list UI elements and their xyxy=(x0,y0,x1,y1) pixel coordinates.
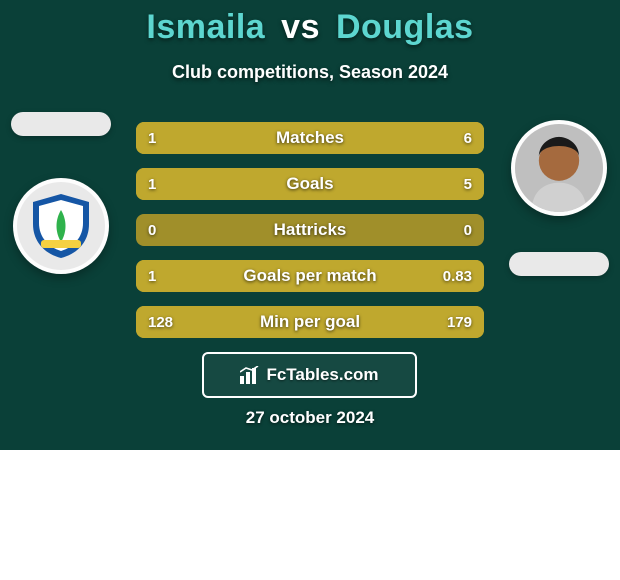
stat-row: 128179Min per goal xyxy=(136,306,484,338)
title-right-name: Douglas xyxy=(336,8,474,46)
stat-label: Min per goal xyxy=(136,312,484,332)
stat-label: Matches xyxy=(136,128,484,148)
attribution-text: FcTables.com xyxy=(266,365,378,385)
avatar-right xyxy=(511,120,607,216)
attribution-badge[interactable]: FcTables.com xyxy=(202,352,417,398)
stat-row: 00Hattricks xyxy=(136,214,484,246)
stat-row: 15Goals xyxy=(136,168,484,200)
person-icon xyxy=(515,120,603,216)
title-vs: vs xyxy=(281,8,320,46)
stat-bars: 16Matches 15Goals 00Hattricks 10.83Goals pe… xyxy=(136,122,484,338)
stat-row: 16Matches xyxy=(136,122,484,154)
stat-row: 10.83Goals per match xyxy=(136,260,484,292)
player-left-name-pill xyxy=(11,112,111,136)
shield-icon xyxy=(25,190,97,262)
player-right-panel xyxy=(504,120,614,276)
stat-label: Goals xyxy=(136,174,484,194)
bar-chart-icon xyxy=(240,366,260,384)
comparison-card: Ismaila vs Douglas Club competitions, Se… xyxy=(0,0,620,450)
stat-label: Hattricks xyxy=(136,220,484,240)
title-left-name: Ismaila xyxy=(146,8,265,46)
club-crest-left xyxy=(13,178,109,274)
page-title: Ismaila vs Douglas xyxy=(0,8,620,47)
player-right-name-pill xyxy=(509,252,609,276)
stat-label: Goals per match xyxy=(136,266,484,286)
subtitle: Club competitions, Season 2024 xyxy=(0,62,620,83)
player-left-panel xyxy=(6,112,116,274)
date-label: 27 october 2024 xyxy=(0,408,620,428)
